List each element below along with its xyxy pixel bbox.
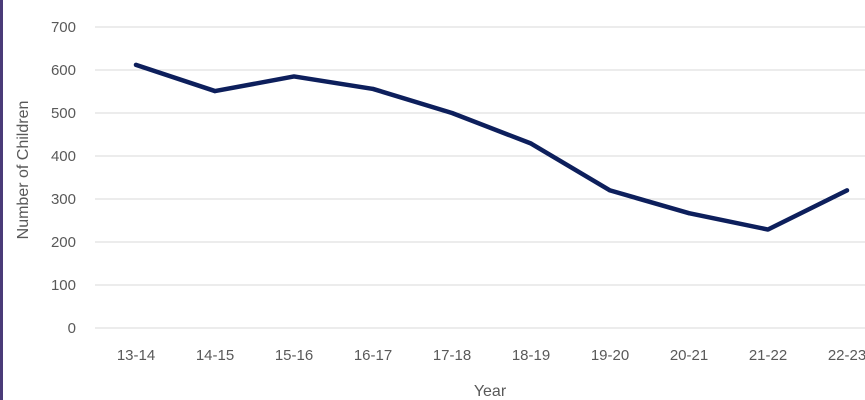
x-tick-label: 17-18: [433, 347, 471, 364]
y-tick-label: 500: [51, 105, 76, 122]
y-tick-label: 400: [51, 148, 76, 165]
y-tick-label: 600: [51, 62, 76, 79]
data-point-20-21: [687, 211, 691, 216]
data-point-21-22: [766, 227, 770, 232]
y-axis-tick-labels: 0 100 200 300 400 500 600 700: [51, 19, 76, 337]
y-tick-label: 0: [68, 320, 76, 337]
y-tick-label: 200: [51, 234, 76, 251]
data-point-19-20: [608, 188, 612, 193]
y-tick-label: 100: [51, 277, 76, 294]
x-axis-title: Year: [474, 383, 507, 400]
data-point-22-23: [845, 188, 849, 193]
x-tick-label: 13-14: [117, 347, 155, 364]
y-tick-label: 300: [51, 191, 76, 208]
x-tick-label: 19-20: [591, 347, 629, 364]
x-tick-label: 14-15: [196, 347, 234, 364]
x-tick-label: 22-23: [828, 347, 865, 364]
x-tick-label: 16-17: [354, 347, 392, 364]
gridlines: [95, 26, 865, 329]
data-point-14-15: [213, 89, 217, 94]
series-line: [133, 62, 850, 232]
x-tick-label: 18-19: [512, 347, 550, 364]
data-series: [133, 62, 850, 232]
x-tick-label: 21-22: [749, 347, 787, 364]
x-axis-tick-labels: 13-14 14-15 15-16 16-17 17-18 18-19 19-20 20-21…: [117, 347, 865, 364]
y-axis-title: Number of Children: [15, 101, 32, 240]
x-tick-label: 20-21: [670, 347, 708, 364]
line-chart: 0 100 200 300 400 500 600 700 13-14 14-15 15-16 16…: [15, 19, 865, 400]
y-tick-label: 700: [51, 19, 76, 36]
data-point-16-17: [371, 86, 375, 91]
data-point-18-19: [529, 141, 533, 146]
data-point-13-14: [134, 62, 138, 67]
x-tick-label: 15-16: [275, 347, 313, 364]
data-point-17-18: [450, 111, 454, 115]
data-point-15-16: [292, 74, 296, 79]
